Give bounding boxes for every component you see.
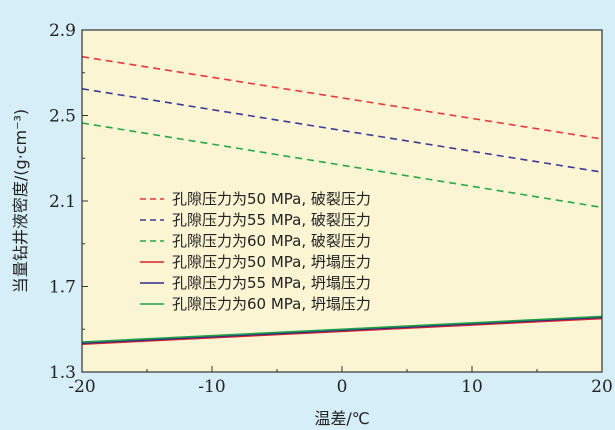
plot-frame: [81, 29, 603, 373]
series-line-3: [81, 122, 603, 209]
series-line-6: [81, 315, 603, 343]
x-tick-label: 10: [461, 377, 483, 397]
series-line-5: [81, 316, 603, 344]
legend-label-5: 孔隙压力为55 MPa, 坍塌压力: [172, 274, 371, 292]
x-axis-title: 温差/℃: [314, 409, 369, 428]
x-tick-label: 0: [337, 377, 348, 397]
y-axis-title: 当量钻井液密度/(g·cm⁻³): [11, 109, 30, 293]
y-tick-label: 1.3: [49, 363, 76, 383]
y-tick-label: 2.5: [49, 107, 76, 127]
y-tick-label: 1.7: [49, 278, 76, 298]
plot-background: [82, 30, 602, 372]
y-tick-label: 2.9: [49, 21, 76, 41]
legend-label-3: 孔隙压力为60 MPa, 破裂压力: [172, 232, 371, 250]
series-line-4: [81, 317, 603, 346]
series-line-1: [81, 55, 603, 140]
legend-label-1: 孔隙压力为50 MPa, 破裂压力: [172, 190, 371, 208]
series-line-2: [81, 87, 603, 173]
x-tick-label: 20: [591, 377, 613, 397]
legend-label-4: 孔隙压力为50 MPa, 坍塌压力: [172, 253, 371, 271]
x-tick-label: -10: [198, 377, 225, 397]
tick-layer: -20 -10 0 10 20 1.3 1.7 2.1 2.5 2.9: [49, 21, 613, 397]
y-tick-label: 2.1: [49, 192, 76, 212]
x-tick-label: -20: [68, 377, 95, 397]
series-layer: [81, 55, 603, 346]
legend-label-6: 孔隙压力为60 MPa, 坍塌压力: [172, 295, 371, 313]
legend-label-2: 孔隙压力为55 MPa, 破裂压力: [172, 211, 371, 229]
